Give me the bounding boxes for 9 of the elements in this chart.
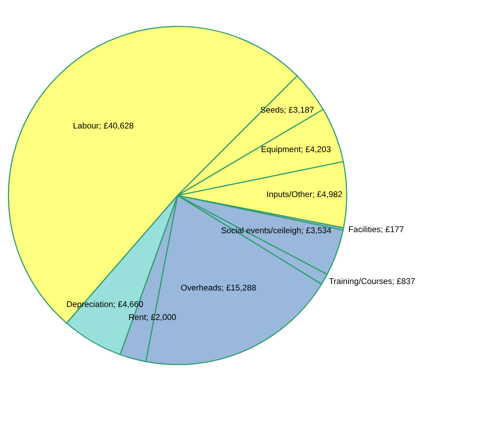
slice-label: Overheads; £15,288	[181, 284, 256, 292]
slice-label: Inputs/Other; £4,982	[267, 191, 342, 199]
slice-label: Equipment; £4,203	[262, 146, 331, 154]
slice-label: Training/Courses; £837	[329, 278, 415, 286]
slice-label: Social events/ceileigh; £3,534	[221, 227, 332, 235]
slice-label: Rent; £2,000	[129, 314, 176, 322]
slice-label: Labour; £40,628	[74, 122, 134, 130]
slice-label: Depreciation; £4,660	[67, 300, 143, 309]
slice-label: Facilities; £177	[349, 226, 404, 234]
